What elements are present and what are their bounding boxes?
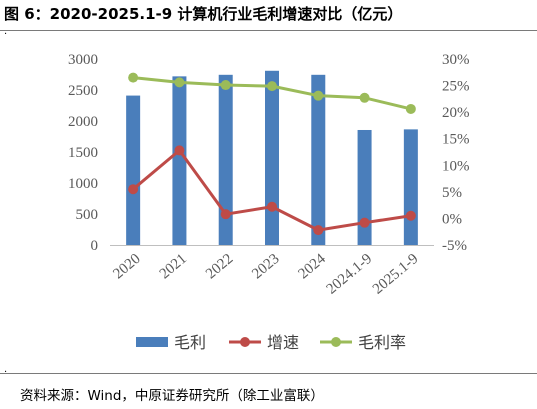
axis-layer: 0 500 1000 1500 2000 2500 3000 -5% 0% 5% 10% 15% 20%… — [68, 52, 470, 254]
left-tick-label: 0 — [91, 238, 99, 254]
point-增速-2024.1-9 — [359, 217, 370, 228]
point-毛利率-2020 — [128, 72, 139, 83]
legend-marker-增速 — [240, 337, 250, 347]
left-tick-label: 2000 — [68, 114, 98, 130]
bar-2024.1-9 — [357, 129, 372, 245]
category-label: 2024 — [296, 250, 330, 282]
right-tick-label: 25% — [442, 79, 470, 95]
category-label: 2022 — [203, 251, 236, 283]
point-毛利率-2023 — [267, 81, 277, 92]
left-tick-label: 2500 — [68, 83, 98, 99]
bar-2025.1-9 — [403, 129, 418, 245]
point-毛利率-2024 — [313, 90, 324, 101]
category-label: 2021 — [157, 251, 190, 283]
source-note: 资料来源：Wind，中原证券研究所（除工业富联） — [20, 388, 324, 404]
right-tick-label: 5% — [442, 185, 462, 201]
right-tick-label: 30% — [442, 52, 470, 68]
left-tick-label: 3000 — [68, 52, 98, 68]
source-rule — [0, 373, 537, 374]
left-tick-label: 1000 — [68, 176, 98, 192]
bar-2021 — [172, 76, 187, 245]
point-增速-2023 — [267, 201, 277, 212]
point-增速-2021 — [174, 145, 185, 156]
right-tick-label: 20% — [442, 105, 470, 121]
legend-swatch-毛利 — [136, 337, 168, 347]
right-tick-label: 15% — [442, 132, 470, 148]
category-label: 2020 — [110, 251, 143, 283]
right-tick-label: 0% — [442, 211, 462, 227]
point-毛利率-2025.1-9 — [405, 103, 416, 114]
legend-label-增速: 增速 — [267, 333, 299, 352]
title-rule — [0, 30, 537, 31]
bar-2024 — [311, 74, 326, 245]
bullet-mark-top: . — [4, 26, 8, 37]
right-tick-label: 10% — [442, 158, 470, 174]
legend: 毛利 增速 毛利率 — [136, 333, 406, 352]
bar-2023 — [265, 70, 279, 245]
legend-label-毛利率: 毛利率 — [358, 333, 406, 352]
right-tick-label: -5% — [442, 238, 467, 254]
point-增速-2022 — [220, 209, 231, 220]
left-tick-label: 500 — [76, 207, 99, 223]
point-毛利率-2022 — [220, 80, 231, 91]
legend-marker-毛利率 — [331, 337, 341, 347]
category-label: 2023 — [249, 251, 282, 283]
figure-title: 图 6：2020-2025.1-9 计算机行业毛利增速对比（亿元） — [4, 5, 403, 23]
lines-layer — [128, 72, 416, 236]
point-毛利率-2024.1-9 — [359, 92, 370, 103]
bullet-mark-bottom: . — [4, 364, 8, 375]
point-毛利率-2021 — [174, 77, 185, 88]
point-增速-2025.1-9 — [405, 210, 416, 221]
left-tick-label: 1500 — [68, 145, 98, 161]
bar-2022 — [218, 74, 233, 245]
legend-label-毛利: 毛利 — [174, 333, 206, 352]
bar-2020 — [126, 95, 141, 245]
category-label: 2025.1-9 — [370, 251, 421, 298]
point-增速-2024 — [313, 225, 324, 236]
point-增速-2020 — [128, 184, 139, 195]
category-label: 2024.1-9 — [324, 251, 375, 298]
